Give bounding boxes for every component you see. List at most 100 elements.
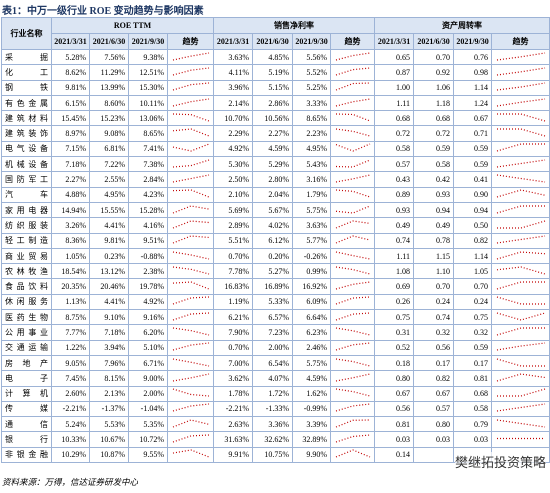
trend-cell: [330, 339, 376, 356]
value-cell: 0.65: [374, 48, 415, 66]
table-row: 电子 7.45% 8.15% 9.00% 3.62% 4.07% 4.59% 0.80 0.82…: [1, 370, 550, 387]
trend-line: [335, 159, 370, 168]
value-cell: 4.11%: [213, 64, 254, 81]
value-cell: 0.82: [453, 232, 493, 249]
value-cell: 2.29%: [213, 125, 254, 142]
value-cell: 6.54%: [252, 354, 294, 372]
value-cell: 1.72%: [252, 385, 294, 402]
value-cell: 8.97%: [51, 125, 90, 142]
value-cell: -1.04%: [128, 400, 168, 418]
value-cell: 0.17: [453, 354, 493, 372]
table-row: 电气设备 7.15% 6.81% 7.41% 4.92% 4.59% 4.95% 0.58 0.…: [1, 140, 550, 158]
value-cell: -0.99%: [292, 400, 332, 418]
value-cell: 5.15%: [252, 79, 294, 96]
trend-line: [172, 357, 209, 367]
industry-name: 有色金属: [1, 94, 52, 112]
industry-name: 钢铁: [1, 79, 52, 96]
value-cell: 15.55%: [89, 201, 129, 219]
value-cell: 0.70: [413, 278, 455, 295]
value-cell: 5.56%: [292, 48, 332, 66]
trend-line: [335, 189, 370, 198]
sparkline: [335, 128, 370, 137]
trend-line: [335, 388, 370, 397]
sparkline: [172, 113, 209, 122]
group-header: ROE TTM: [50, 17, 215, 34]
value-cell: 1.79%: [292, 186, 332, 203]
trend-cell: [330, 232, 376, 249]
industry-name: 化工: [1, 64, 52, 81]
value-cell: 1.15: [413, 247, 455, 265]
trend-cell: [330, 156, 376, 173]
value-cell: 0.70%: [213, 247, 254, 265]
value-cell: 4.88%: [51, 186, 90, 203]
trend-line: [335, 82, 370, 91]
sparkline: [172, 174, 209, 183]
value-cell: 0.20%: [252, 247, 294, 265]
value-cell: 0.50: [453, 217, 493, 234]
value-cell: 0.71: [453, 125, 493, 142]
value-cell: 9.08%: [89, 125, 129, 142]
header-row: 2021/3/31 2021/6/30 2021/9/30 趋势 2021/3/31 20…: [2, 33, 550, 50]
date-header: 2021/6/30: [89, 33, 129, 50]
trend-line: [172, 143, 209, 153]
value-cell: 0.79: [453, 416, 493, 433]
trend-cell: [330, 278, 376, 295]
value-cell: 3.39%: [292, 416, 332, 433]
value-cell: 0.68: [413, 110, 455, 127]
sparkline: [172, 449, 209, 458]
value-cell: 2.55%: [89, 171, 129, 188]
sparkline: [172, 250, 209, 260]
sparkline: [496, 437, 545, 440]
trend-line: [335, 266, 370, 275]
trend-line: [335, 419, 370, 428]
value-cell: 9.00%: [128, 370, 168, 387]
industry-name: 非银金融: [1, 446, 52, 464]
value-cell: 0.52: [374, 339, 415, 356]
trend-line: [496, 373, 545, 382]
value-cell: 6.81%: [89, 140, 129, 158]
trend-cell: [330, 370, 376, 387]
trend-cell: [491, 110, 550, 127]
trend-line: [335, 67, 370, 76]
trend-cell: [166, 64, 215, 81]
sparkline: [172, 388, 209, 397]
value-cell: 0.81: [453, 370, 493, 387]
value-cell: 7.45%: [51, 370, 90, 387]
sparkline: [335, 113, 370, 122]
value-cell: 0.58: [453, 400, 493, 418]
sparkline: [496, 312, 545, 321]
trend-cell: [330, 309, 376, 326]
sparkline: [496, 327, 545, 336]
industry-name: 建筑装饰: [1, 125, 52, 142]
trend-line: [335, 52, 370, 61]
value-cell: 15.28%: [128, 201, 168, 219]
trend-cell: [491, 201, 550, 219]
value-cell: 4.95%: [89, 186, 129, 203]
value-cell: 7.78%: [213, 263, 254, 280]
value-cell: 1.11: [374, 247, 415, 265]
value-cell: 2.23%: [292, 125, 332, 142]
trend-cell: [330, 48, 376, 66]
sparkline: [496, 235, 545, 244]
trend-cell: [330, 217, 376, 234]
trend-line: [496, 388, 545, 397]
value-cell: 0.80: [413, 416, 455, 433]
value-cell: 6.15%: [51, 94, 90, 112]
industry-name: 纺织服装: [1, 217, 52, 234]
trend-cell: [491, 278, 550, 295]
table-row: 通信 5.24% 5.53% 5.35% 2.63% 3.36% 3.39% 0.81 0.80…: [1, 416, 550, 433]
value-cell: 0.67: [374, 385, 415, 402]
value-cell: 0.56: [413, 339, 455, 356]
sparkline: [335, 312, 370, 321]
trend-cell: [491, 186, 550, 203]
value-cell: 6.23%: [292, 324, 332, 341]
sparkline: [172, 220, 209, 229]
value-cell: 13.99%: [89, 79, 129, 96]
date-header: 2021/3/31: [51, 33, 90, 50]
trend-line: [496, 312, 545, 321]
value-cell: 10.67%: [89, 431, 129, 448]
value-cell: 7.23%: [252, 324, 294, 341]
value-cell: 8.62%: [51, 64, 90, 81]
sparkline: [335, 235, 370, 244]
trend-cell: [166, 385, 215, 402]
